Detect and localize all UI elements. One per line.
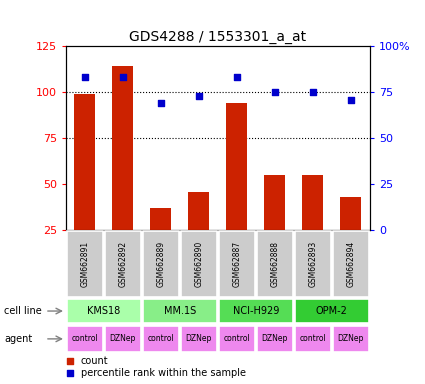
Bar <box>67 231 103 297</box>
Bar <box>181 231 217 297</box>
Bar <box>218 231 255 297</box>
Text: control: control <box>71 334 98 343</box>
Text: percentile rank within the sample: percentile rank within the sample <box>81 367 246 377</box>
Point <box>196 93 202 99</box>
Point <box>272 89 278 95</box>
Text: OPM-2: OPM-2 <box>316 306 348 316</box>
Bar <box>302 175 323 230</box>
Text: GSM662891: GSM662891 <box>80 241 89 287</box>
Bar <box>295 326 331 352</box>
Bar <box>74 94 95 230</box>
Bar <box>257 231 293 297</box>
Text: DZNep: DZNep <box>110 334 136 343</box>
Bar <box>143 299 217 323</box>
Point <box>347 96 354 103</box>
Title: GDS4288 / 1553301_a_at: GDS4288 / 1553301_a_at <box>129 30 306 44</box>
Bar <box>112 66 133 230</box>
Bar <box>150 208 171 230</box>
Bar <box>143 231 179 297</box>
Bar <box>295 231 331 297</box>
Text: DZNep: DZNep <box>262 334 288 343</box>
Bar <box>218 299 293 323</box>
Bar <box>257 326 293 352</box>
Text: GSM662892: GSM662892 <box>118 241 127 287</box>
Text: NCI-H929: NCI-H929 <box>232 306 279 316</box>
Bar <box>332 326 369 352</box>
Text: GSM662889: GSM662889 <box>156 241 165 287</box>
Bar <box>218 326 255 352</box>
Bar <box>340 197 361 230</box>
Text: GSM662887: GSM662887 <box>232 241 241 287</box>
Text: cell line: cell line <box>4 306 42 316</box>
Text: control: control <box>224 334 250 343</box>
Bar <box>264 175 285 230</box>
Point <box>157 100 164 106</box>
Text: GSM662890: GSM662890 <box>194 241 203 287</box>
Text: agent: agent <box>4 334 32 344</box>
Text: DZNep: DZNep <box>337 334 364 343</box>
Point <box>119 74 126 81</box>
Bar <box>67 326 103 352</box>
Bar <box>181 326 217 352</box>
Point <box>67 358 74 364</box>
Text: MM.1S: MM.1S <box>164 306 196 316</box>
Bar <box>332 231 369 297</box>
Bar <box>188 192 209 230</box>
Point <box>233 74 240 81</box>
Text: control: control <box>147 334 174 343</box>
Bar <box>105 231 141 297</box>
Bar <box>227 103 247 230</box>
Text: count: count <box>81 356 108 366</box>
Bar <box>67 299 141 323</box>
Point <box>67 369 74 376</box>
Text: KMS18: KMS18 <box>87 306 120 316</box>
Text: GSM662894: GSM662894 <box>346 241 355 287</box>
Bar <box>143 326 179 352</box>
Text: GSM662893: GSM662893 <box>308 241 317 287</box>
Text: DZNep: DZNep <box>186 334 212 343</box>
Bar <box>295 299 369 323</box>
Point <box>309 89 316 95</box>
Point <box>82 74 88 81</box>
Bar <box>105 326 141 352</box>
Text: GSM662888: GSM662888 <box>270 241 279 287</box>
Text: control: control <box>299 334 326 343</box>
